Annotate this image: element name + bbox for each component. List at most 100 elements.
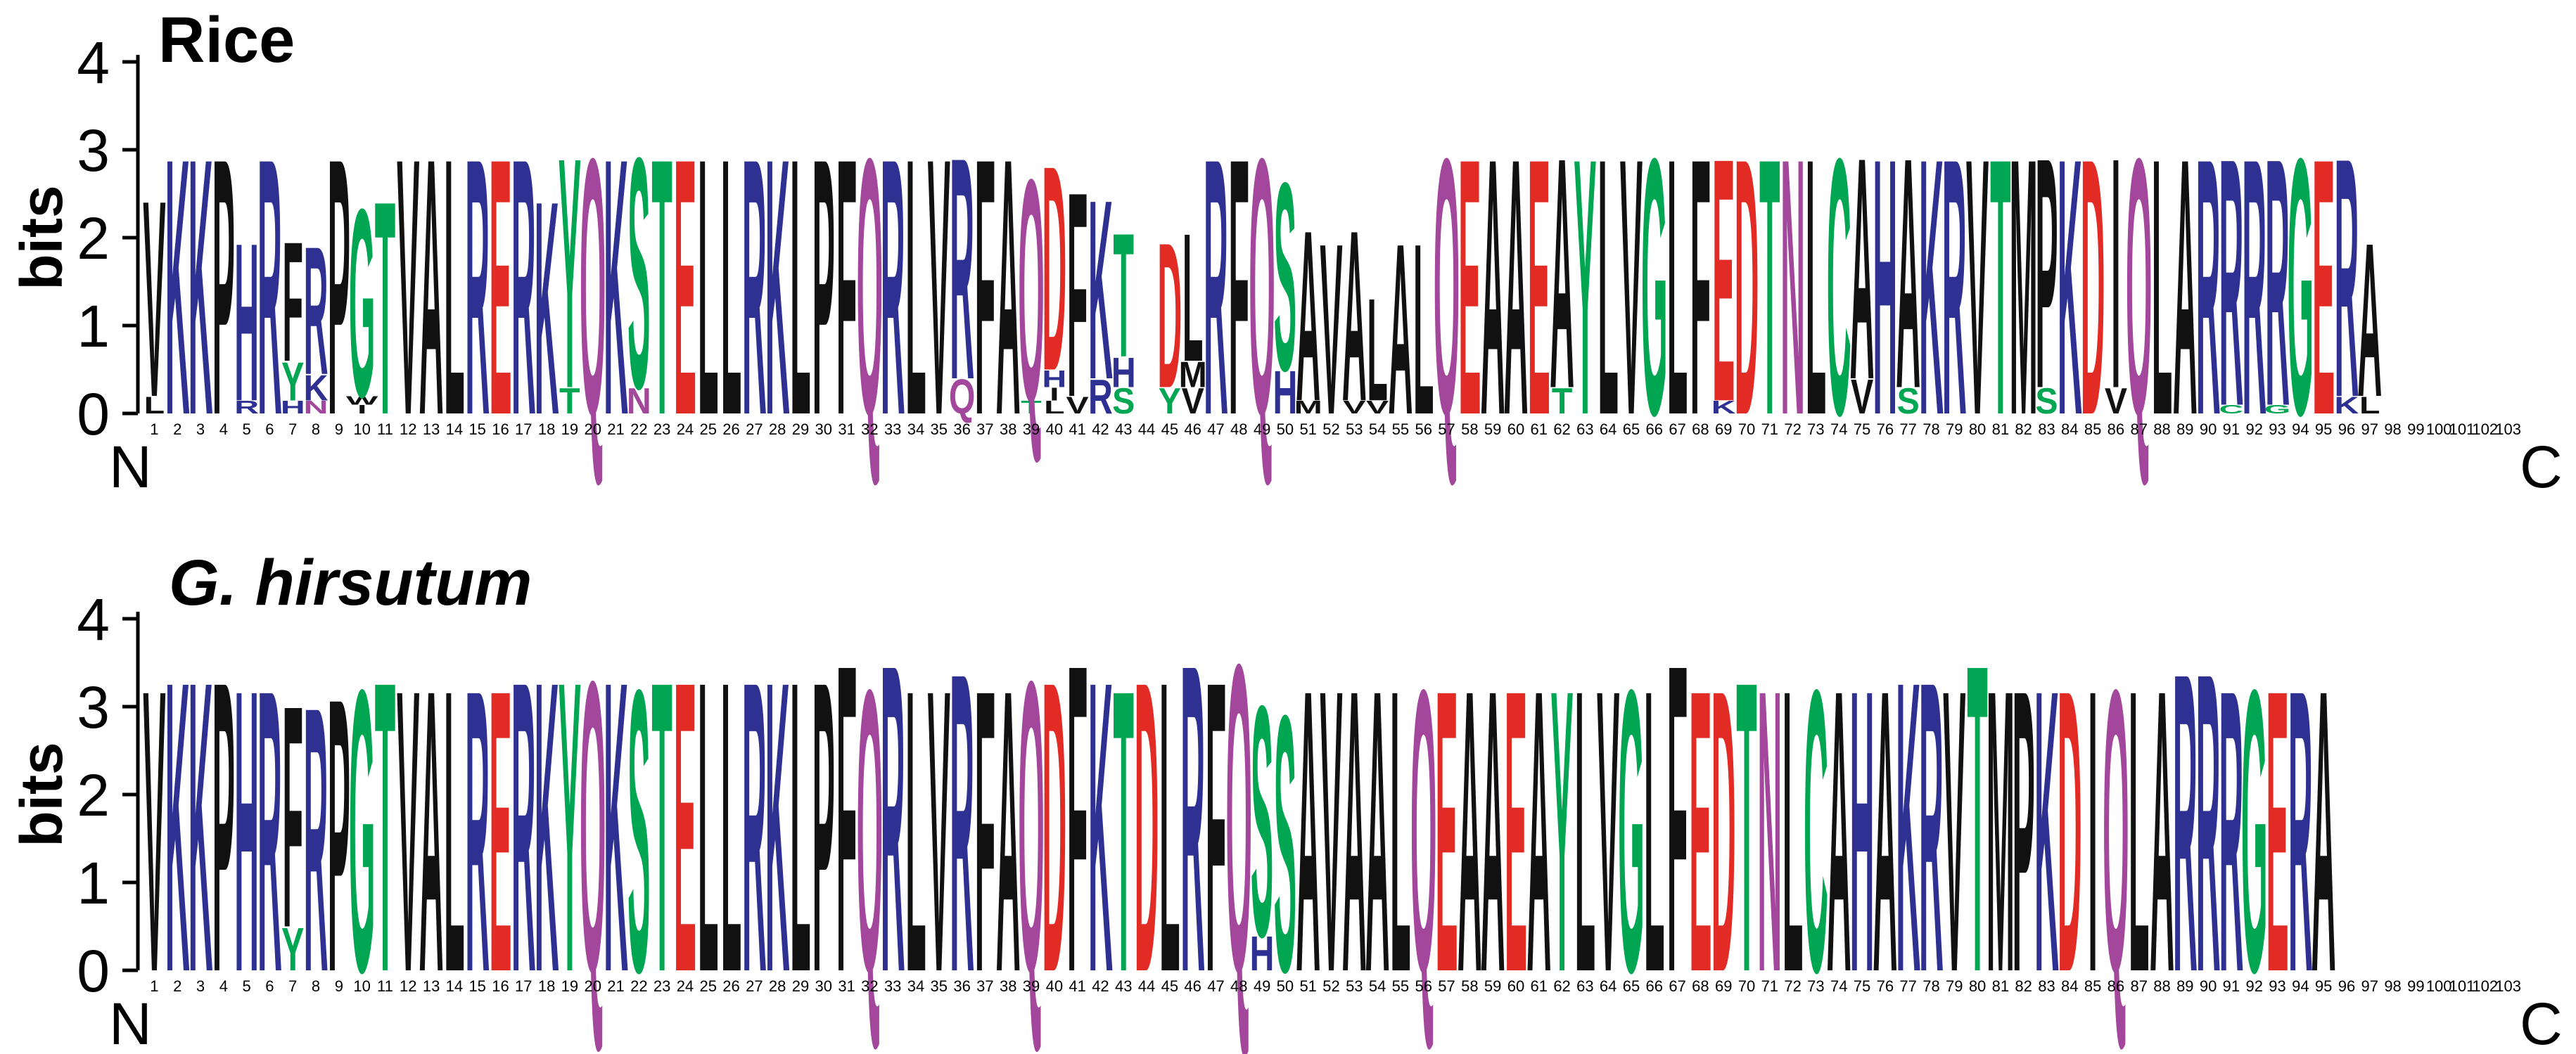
svg-text:A: A [1526,607,1551,1054]
svg-text:R: R [257,607,282,1054]
rice-logo-letter: S [1274,127,1296,427]
rice-position-label: 13 [423,420,440,438]
svg-text:P: P [2013,607,2035,1054]
cotton-position-label: 28 [769,977,786,995]
rice-logo-letter: C [1827,83,1851,492]
rice-title: Rice [158,4,295,76]
svg-text:R: R [881,83,905,492]
svg-text:K: K [189,83,213,492]
svg-text:L: L [444,607,464,1054]
rice-logo-letter: F [283,207,303,398]
cotton-position-label: 84 [2061,977,2078,995]
rice-logo-letter: M [1294,397,1322,418]
cotton-logo-letter: P [812,595,835,1054]
rice-logo-letter: V [397,83,419,492]
svg-text:R: R [257,83,282,492]
cotton-logo-letter: K [189,595,213,1054]
svg-text:R: R [511,83,536,492]
cotton-position-label: 8 [312,977,320,995]
rice-logo-letter: P [328,83,350,492]
rice-position-label: 85 [2084,420,2101,438]
rice-position-label: 98 [2384,420,2401,438]
rice-logo-letter: L [698,83,718,492]
svg-text:A: A [1342,607,1367,1054]
rice-position-label: 82 [2015,420,2032,438]
svg-text:A: A [1873,607,1897,1054]
svg-text:A: A [1342,179,1367,452]
cotton-logo-letter: S [1274,640,1296,1049]
cotton-logo-letter: L [905,607,926,1054]
cotton-logo-letter: R [2288,607,2313,1054]
rice-position-label: 69 [1715,420,1732,438]
rice-position-label: 102 [2472,420,2498,438]
rice-logo-letter: Q [1434,83,1460,492]
cotton-logo-letter: T [1736,595,1756,1054]
svg-text:T: T [1759,83,1780,492]
cotton-logo-letter: K [1088,595,1113,1054]
cotton-logo-letter: V [397,607,419,1054]
svg-text:T: T [1552,380,1573,421]
cotton-logo-letter: S [627,607,650,1054]
svg-text:L: L [1598,83,1618,492]
cotton-position-label: 83 [2038,977,2055,995]
cotton-logo-letter: P [212,595,235,1054]
svg-text:G: G [1641,83,1668,492]
rice-position-label: 86 [2108,420,2124,438]
cotton-logo-letter: L [698,595,718,1054]
svg-text:C: C [1804,607,1828,1054]
rice-y-tick-label: 2 [77,205,110,271]
svg-text:C: C [2219,402,2244,416]
svg-text:F: F [1067,131,1088,458]
rice-position-label: 88 [2153,420,2170,438]
cotton-logo-letter: Y [281,915,304,984]
rice-logo-letter: D [2081,83,2105,492]
cotton-logo-letter: F [1667,573,1688,1054]
svg-text:F: F [836,573,857,1054]
rice-position-label: 73 [1807,420,1824,438]
svg-text:T: T [1736,595,1756,1054]
rice-y-tick-label: 4 [77,30,110,96]
svg-text:F: F [1067,573,1088,1054]
cotton-position-label: 20 [584,977,601,995]
svg-text:E: E [1689,607,1711,1054]
cotton-y-tick-label: 0 [77,938,110,1004]
cotton-position-label: 52 [1322,977,1339,995]
svg-text:Y: Y [559,89,581,458]
svg-text:R: R [2196,585,2221,1054]
svg-text:E: E [1528,83,1550,492]
cotton-logo-letter: K [765,595,790,1054]
rice-logo-letter: R [304,207,329,413]
cotton-logo-letter: P [328,617,350,1053]
svg-text:L: L [721,595,741,1054]
rice-position-label: 1 [150,420,158,438]
svg-text:Q: Q [1226,573,1253,1054]
cotton-position-label: 74 [1830,977,1847,995]
svg-text:S: S [627,607,650,1054]
cotton-position-label: 24 [677,977,694,995]
cotton-logo-letter: M [1987,607,2015,1054]
rice-position-label: 80 [1969,420,1986,438]
svg-text:K: K [2034,607,2059,1054]
svg-text:S: S [627,89,650,458]
cotton-logo-letter: V [928,607,950,1054]
rice-logo-letter: A [1296,179,1320,452]
rice-logo-letter: Q [1018,113,1045,468]
cotton-position-label: 4 [219,977,228,995]
svg-text:H: H [1250,926,1275,981]
svg-text:N: N [627,380,651,421]
cotton-title: G. hirsutum [169,547,532,619]
rice-logo-letter: M [1179,354,1207,395]
svg-text:H: H [1873,83,1897,492]
cotton-logo-letter: C [1804,607,1828,1054]
rice-logo-letter: R [2196,83,2221,492]
cotton-position-label: 71 [1761,977,1778,995]
svg-text:D: D [1042,595,1066,1054]
svg-text:E: E [2312,83,2335,492]
svg-text:K: K [765,595,790,1054]
rice-position-label: 6 [265,420,274,438]
svg-text:K: K [604,83,628,492]
cotton-position-label: 11 [377,977,393,995]
svg-text:L: L [721,83,741,492]
cotton-logo-letter: G [2241,607,2268,1054]
svg-text:A: A [1296,179,1320,452]
